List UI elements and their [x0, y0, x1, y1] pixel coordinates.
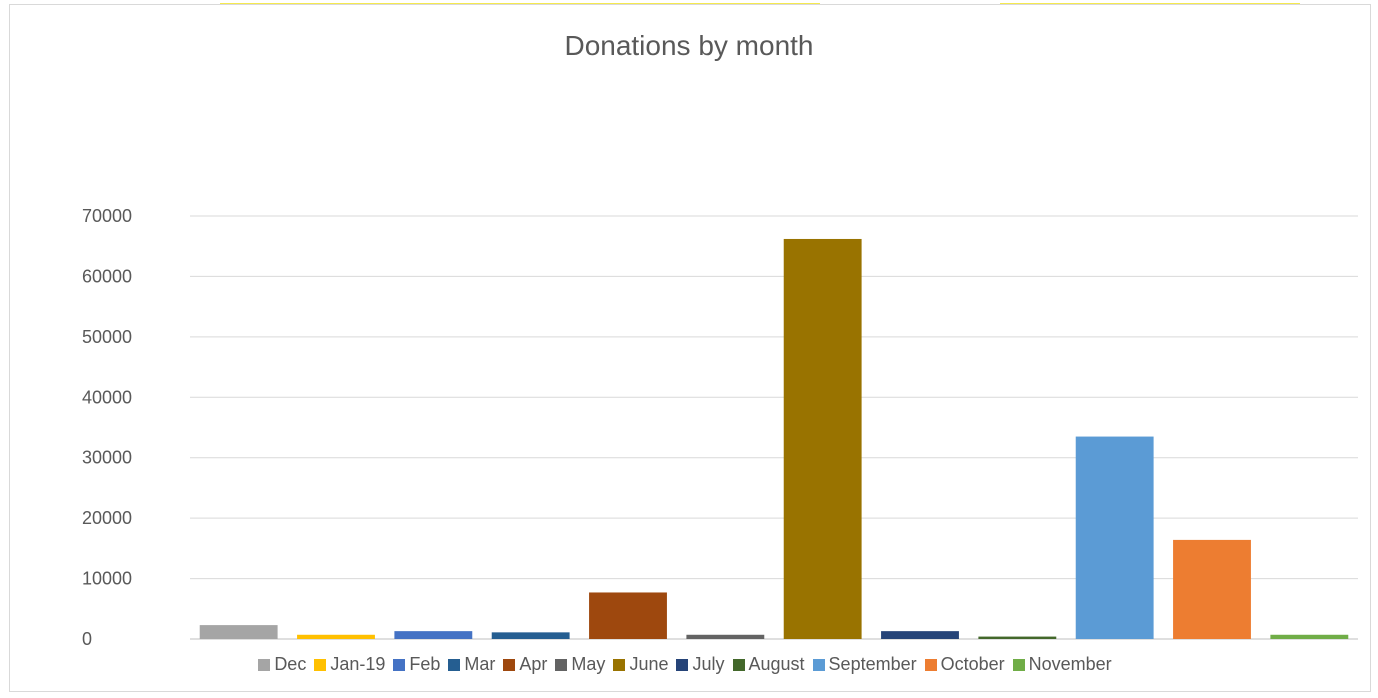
legend-swatch	[812, 658, 825, 671]
legend-label: July	[692, 654, 725, 674]
bar-mar	[491, 632, 570, 639]
bar-jan-19	[297, 634, 375, 639]
y-tick-label: 40000	[82, 387, 132, 407]
y-tick-label: 20000	[82, 508, 132, 528]
legend-item: September	[812, 654, 917, 675]
bar-may	[686, 634, 765, 639]
legend-item: June	[613, 654, 668, 675]
legend-item: October	[924, 654, 1005, 675]
legend-swatch	[676, 658, 689, 671]
chart-title: Donations by month	[564, 30, 814, 61]
bar-august	[978, 636, 1057, 639]
legend-swatch	[503, 658, 516, 671]
legend-label: September	[828, 654, 917, 674]
legend-item: Jan-19	[314, 654, 385, 675]
y-tick-label: 60000	[82, 266, 132, 286]
legend-label: Apr	[519, 654, 548, 674]
legend-label: Dec	[274, 654, 307, 674]
bar-september	[1075, 436, 1154, 639]
bar-june	[783, 238, 862, 639]
legend-item: July	[676, 654, 725, 675]
legend-swatch	[258, 658, 271, 671]
legend-swatch	[732, 658, 745, 671]
legend-label: Feb	[409, 654, 441, 674]
bar-feb	[394, 631, 473, 639]
bar-november	[1270, 634, 1349, 639]
legend-label: August	[748, 654, 805, 674]
legend-label: October	[940, 654, 1005, 674]
legend-item: Dec	[258, 654, 306, 675]
legend-item: Feb	[393, 654, 440, 675]
legend-swatch	[448, 658, 461, 671]
legend-label: Mar	[464, 654, 496, 674]
bar-dec	[199, 625, 278, 639]
legend-item: Mar	[448, 654, 495, 675]
legend-item: August	[732, 654, 805, 675]
chart-legend: Dec Jan-19 Feb Mar Apr May June July August Septe…	[0, 654, 1378, 675]
legend-label: November	[1028, 654, 1112, 674]
y-tick-label: 0	[82, 629, 92, 649]
bar-apr	[589, 592, 667, 639]
legend-swatch	[393, 658, 406, 671]
legend-swatch	[613, 658, 626, 671]
legend-item: Apr	[503, 654, 547, 675]
bar-october	[1173, 539, 1251, 639]
legend-swatch	[1012, 658, 1025, 671]
bar-july	[881, 631, 959, 639]
legend-swatch	[314, 658, 327, 671]
legend-label: June	[629, 654, 669, 674]
legend-label: May	[571, 654, 606, 674]
legend-swatch	[555, 658, 568, 671]
y-tick-label: 10000	[82, 569, 132, 589]
legend-label: Jan-19	[330, 654, 386, 674]
y-tick-label: 50000	[82, 327, 132, 347]
legend-swatch	[924, 658, 937, 671]
legend-item: May	[555, 654, 605, 675]
legend-item: November	[1012, 654, 1112, 675]
y-tick-label: 70000	[82, 206, 132, 226]
y-tick-label: 30000	[82, 448, 132, 468]
